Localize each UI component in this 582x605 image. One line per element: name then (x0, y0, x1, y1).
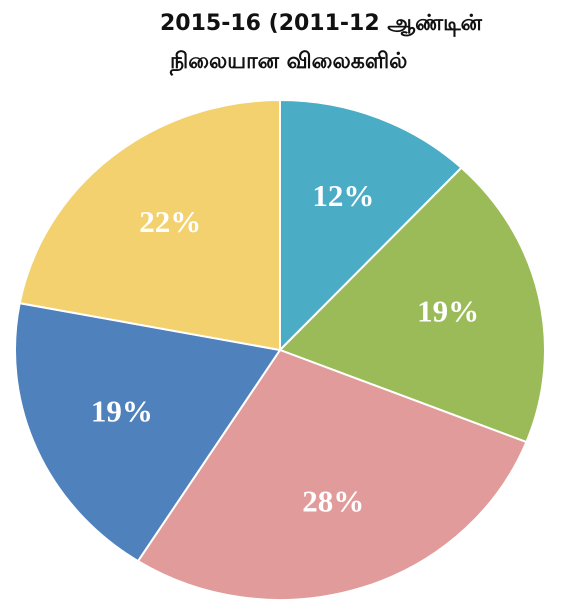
pie-slice (279, 98, 463, 353)
data-label: 19% (417, 294, 479, 329)
pie-slice (14, 301, 282, 563)
chart-title: 2015-16 (2011-12 ஆண்டின் (160, 11, 483, 37)
data-label: 22% (139, 204, 201, 239)
pie-slice (18, 98, 281, 352)
pie-slice (278, 166, 546, 444)
data-label: 19% (91, 394, 153, 429)
data-label: 28% (302, 484, 364, 519)
chart-title: நிலையான விலைகளில் (169, 49, 407, 76)
data-label: 12% (312, 178, 374, 213)
pie-slice (136, 348, 528, 601)
